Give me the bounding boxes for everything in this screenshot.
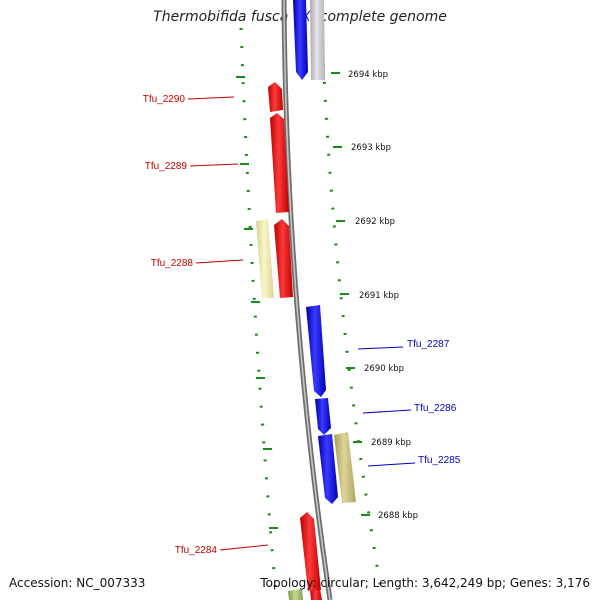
tick-label-2694-kbp: 2694 kbp xyxy=(348,70,388,80)
gene-label-tfu-2288[interactable]: Tfu_2288 xyxy=(151,258,194,269)
genome-summary: Topology: circular; Length: 3,642,249 bp… xyxy=(260,576,590,590)
tick-label-2692-kbp: 2692 kbp xyxy=(355,217,395,227)
feature-grey xyxy=(310,0,325,80)
feature-top-blue xyxy=(293,0,308,80)
gene-label-tfu-2290[interactable]: Tfu_2290 xyxy=(143,94,186,105)
gene-arrow-tfu-2290[interactable] xyxy=(268,82,283,112)
tick-label-2690-kbp: 2690 kbp xyxy=(364,364,404,374)
feature-partial-red xyxy=(310,589,322,600)
tick-label-2689-kbp: 2689 kbp xyxy=(371,438,411,448)
gene-label-tfu-2285[interactable]: Tfu_2285 xyxy=(418,455,461,466)
gene-arrow-tfu-2286[interactable] xyxy=(315,398,331,435)
gene-label-tfu-2289[interactable]: Tfu_2289 xyxy=(145,161,188,172)
feature-khaki xyxy=(334,432,356,503)
gene-arrow-tfu-2287[interactable] xyxy=(306,305,326,397)
gene-label-tfu-2284[interactable]: Tfu_2284 xyxy=(175,545,218,556)
feature-pale-yellow xyxy=(256,219,274,298)
gene-arrow-tfu-2284[interactable] xyxy=(300,512,321,591)
inner-tick-track xyxy=(320,27,384,597)
genome-backbone-inner xyxy=(283,0,331,600)
label-leaders xyxy=(187,96,416,551)
genome-backbone-outer xyxy=(281,0,333,600)
tick-label-2691-kbp: 2691 kbp xyxy=(359,291,399,301)
accession-label: Accession: NC_007333 xyxy=(9,576,146,590)
gene-label-tfu-2287[interactable]: Tfu_2287 xyxy=(407,339,450,350)
map-title: Thermobifida fusca YX, complete genome xyxy=(0,9,600,25)
title-suffix: , complete genome xyxy=(310,9,447,25)
title-organism: Thermobifida fusca xyxy=(153,9,293,25)
gene-label-tfu-2286[interactable]: Tfu_2286 xyxy=(414,403,457,414)
gene-arrow-tfu-2289[interactable] xyxy=(270,113,289,213)
feature-green xyxy=(288,589,303,600)
gene-arrow-tfu-2285[interactable] xyxy=(318,434,338,504)
outer-tick-track xyxy=(239,27,278,597)
tick-label-2693-kbp: 2693 kbp xyxy=(351,143,391,153)
major-tick-marks xyxy=(236,72,370,529)
gene-arrow-tfu-2288[interactable] xyxy=(274,219,293,298)
tick-label-2688-kbp: 2688 kbp xyxy=(378,511,418,521)
